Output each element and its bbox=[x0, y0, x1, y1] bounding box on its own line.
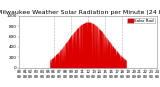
Title: Milwaukee Weather Solar Radiation per Minute (24 Hours): Milwaukee Weather Solar Radiation per Mi… bbox=[0, 10, 160, 15]
Legend: Solar Rad: Solar Rad bbox=[127, 18, 155, 23]
